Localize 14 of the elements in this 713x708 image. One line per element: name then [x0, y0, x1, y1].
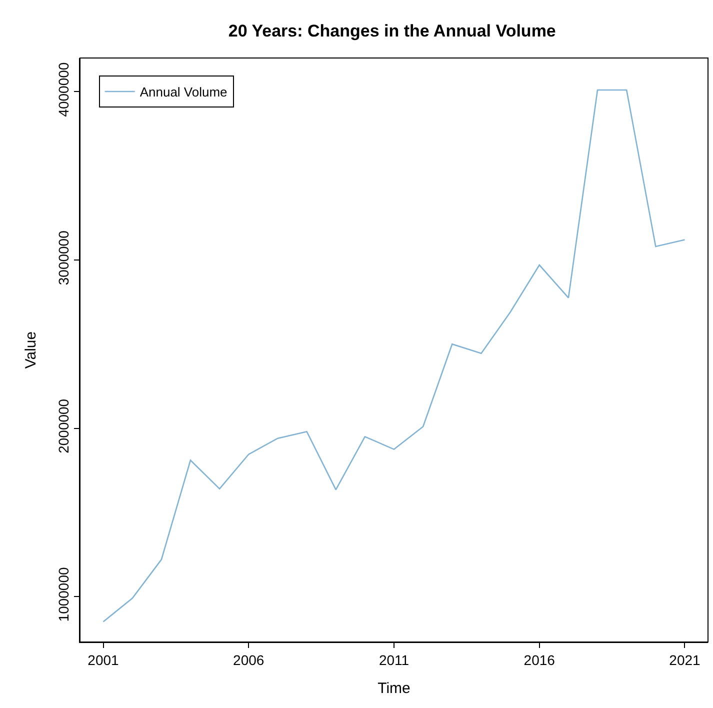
x-tick-label: 2021	[669, 652, 701, 668]
x-axis-title: Time	[378, 680, 410, 697]
y-tick-label: 4000000	[55, 62, 72, 117]
line-series	[102, 89, 686, 622]
x-tick-label: 2006	[233, 652, 264, 668]
y-tick-label: 2000000	[55, 398, 72, 454]
y-tick-label: 3000000	[55, 230, 72, 286]
y-tick-label: 1000000	[55, 567, 72, 622]
legend-label: Annual Volume	[140, 84, 228, 100]
y-axis-title: Value	[22, 331, 40, 369]
x-tick-label: 2016	[524, 652, 556, 668]
chart-title: 20 Years: Changes in the Annual Volume	[228, 22, 556, 41]
x-tick-label: 2001	[88, 652, 120, 668]
x-tick-label: 2011	[378, 652, 410, 668]
